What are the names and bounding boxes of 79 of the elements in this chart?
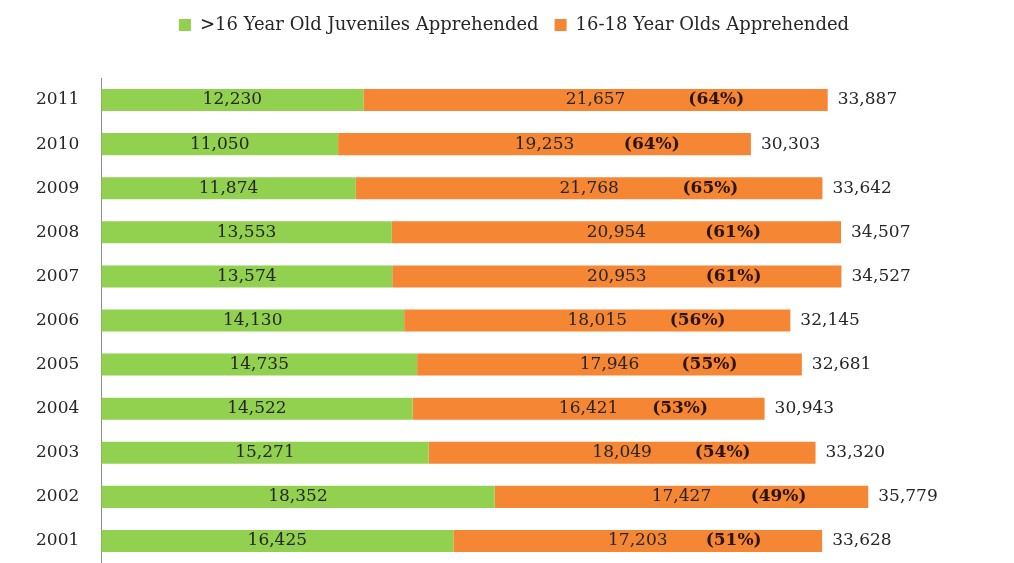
total-label: 33,887 xyxy=(837,88,898,109)
bar xyxy=(101,309,405,332)
data-label: 11,874 xyxy=(198,176,259,197)
y-tick-label: 2007 xyxy=(36,264,80,285)
total-label: 30,943 xyxy=(774,397,835,418)
data-label: 20,954 xyxy=(586,220,647,241)
total-label: 30,303 xyxy=(760,132,821,153)
data-label: 21,768 xyxy=(559,176,619,197)
data-label: 21,657 xyxy=(565,88,626,109)
bar xyxy=(101,177,356,200)
bar xyxy=(391,221,841,244)
bar xyxy=(101,441,429,464)
annotation: (54%) xyxy=(694,441,751,462)
total-label: 35,779 xyxy=(878,485,938,506)
bar xyxy=(101,265,393,288)
total-label: 32,145 xyxy=(800,308,860,329)
bar xyxy=(404,309,791,332)
y-tick-label: 2001 xyxy=(36,529,80,550)
data-label: 13,553 xyxy=(216,220,277,241)
bar xyxy=(101,133,339,156)
bar xyxy=(453,529,823,552)
annotation: (53%) xyxy=(652,397,709,418)
total-label: 34,507 xyxy=(851,220,911,241)
bar xyxy=(428,441,816,464)
bar xyxy=(101,485,495,508)
total-label: 33,642 xyxy=(832,176,892,197)
data-label: 17,946 xyxy=(579,353,640,374)
y-tick-label: 2008 xyxy=(36,220,80,241)
bar xyxy=(101,221,392,244)
y-tick-label: 2011 xyxy=(36,88,80,109)
annotation: (49%) xyxy=(750,485,807,506)
data-label: 20,953 xyxy=(587,264,647,285)
bar xyxy=(101,89,364,112)
bar xyxy=(338,133,751,156)
data-label: 15,271 xyxy=(235,441,295,462)
data-label: 18,015 xyxy=(567,308,628,329)
annotation: (64%) xyxy=(623,132,680,153)
bar xyxy=(101,529,454,552)
data-label: 13,574 xyxy=(217,264,277,285)
y-tick-label: 2009 xyxy=(36,176,80,197)
bar xyxy=(494,485,869,508)
data-label: 12,230 xyxy=(202,88,263,109)
bar xyxy=(417,353,802,376)
data-label: 14,735 xyxy=(229,353,289,374)
y-tick-label: 2005 xyxy=(36,353,80,374)
y-tick-label: 2010 xyxy=(36,132,80,153)
data-label: 16,425 xyxy=(247,529,308,550)
annotation: (51%) xyxy=(705,529,762,550)
data-label: 14,130 xyxy=(222,308,283,329)
y-tick-label: 2004 xyxy=(36,397,80,418)
total-label: 33,628 xyxy=(832,529,892,550)
bar xyxy=(412,397,765,420)
bar xyxy=(363,89,828,112)
annotation: (61%) xyxy=(705,220,762,241)
data-label: 14,522 xyxy=(227,397,287,418)
annotation: (61%) xyxy=(705,264,762,285)
legend-label: >16 Year Old Juveniles Apprehended xyxy=(199,12,539,34)
bar xyxy=(355,177,823,200)
bar xyxy=(392,265,842,288)
annotation: (56%) xyxy=(669,308,726,329)
total-label: 34,527 xyxy=(851,264,911,285)
data-label: 11,050 xyxy=(189,132,250,153)
y-tick-label: 2003 xyxy=(36,441,80,462)
data-label: 18,049 xyxy=(592,441,652,462)
total-label: 33,320 xyxy=(825,441,886,462)
y-tick-label: 2006 xyxy=(36,308,80,329)
bar xyxy=(101,397,413,420)
data-label: 16,421 xyxy=(558,397,619,418)
data-label: 17,203 xyxy=(608,529,668,550)
total-label: 32,681 xyxy=(811,353,872,374)
annotation: (65%) xyxy=(682,176,739,197)
data-label: 17,427 xyxy=(651,485,712,506)
annotation: (55%) xyxy=(681,353,738,374)
bar xyxy=(101,353,418,376)
y-tick-label: 2002 xyxy=(36,485,80,506)
annotation: (64%) xyxy=(688,88,745,109)
data-label: 18,352 xyxy=(268,485,328,506)
data-label: 19,253 xyxy=(514,132,575,153)
legend-label: 16-18 Year Olds Apprehended xyxy=(575,12,850,34)
